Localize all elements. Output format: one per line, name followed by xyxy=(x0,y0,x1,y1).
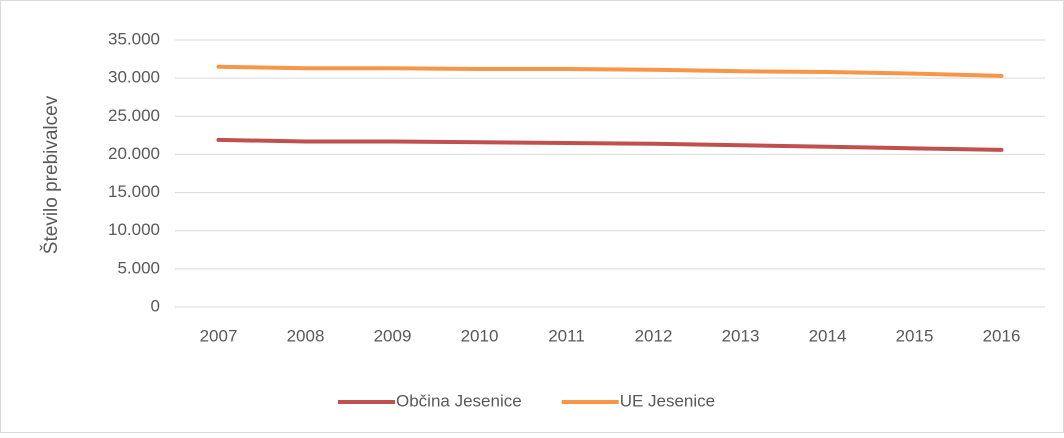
legend-label: Občina Jesenice xyxy=(396,391,522,410)
y-tick-label: 15.000 xyxy=(108,182,160,201)
series-line xyxy=(216,137,1004,152)
y-tick-label: 20.000 xyxy=(108,144,160,163)
series-line xyxy=(216,64,1004,78)
x-tick-label: 2012 xyxy=(635,326,673,345)
x-tick-label: 2011 xyxy=(548,326,585,345)
x-tick-label: 2016 xyxy=(983,326,1021,345)
x-tick-label: 2013 xyxy=(722,326,760,345)
y-axis-label: Število prebivalcev xyxy=(40,95,62,254)
y-tick-label: 30.000 xyxy=(108,68,160,87)
y-tick-label: 0 xyxy=(151,296,160,315)
x-tick-label: 2015 xyxy=(896,326,934,345)
x-tick-label: 2014 xyxy=(809,326,847,345)
legend-label: UE Jesenice xyxy=(620,391,715,410)
y-tick-label: 35.000 xyxy=(108,29,160,48)
x-tick-label: 2010 xyxy=(461,326,499,345)
y-tick-label: 25.000 xyxy=(108,106,160,125)
x-tick-label: 2007 xyxy=(200,326,238,345)
y-tick-label: 5.000 xyxy=(117,258,160,277)
x-tick-label: 2008 xyxy=(287,326,325,345)
x-tick-label: 2009 xyxy=(374,326,412,345)
y-tick-label: 10.000 xyxy=(108,220,160,239)
